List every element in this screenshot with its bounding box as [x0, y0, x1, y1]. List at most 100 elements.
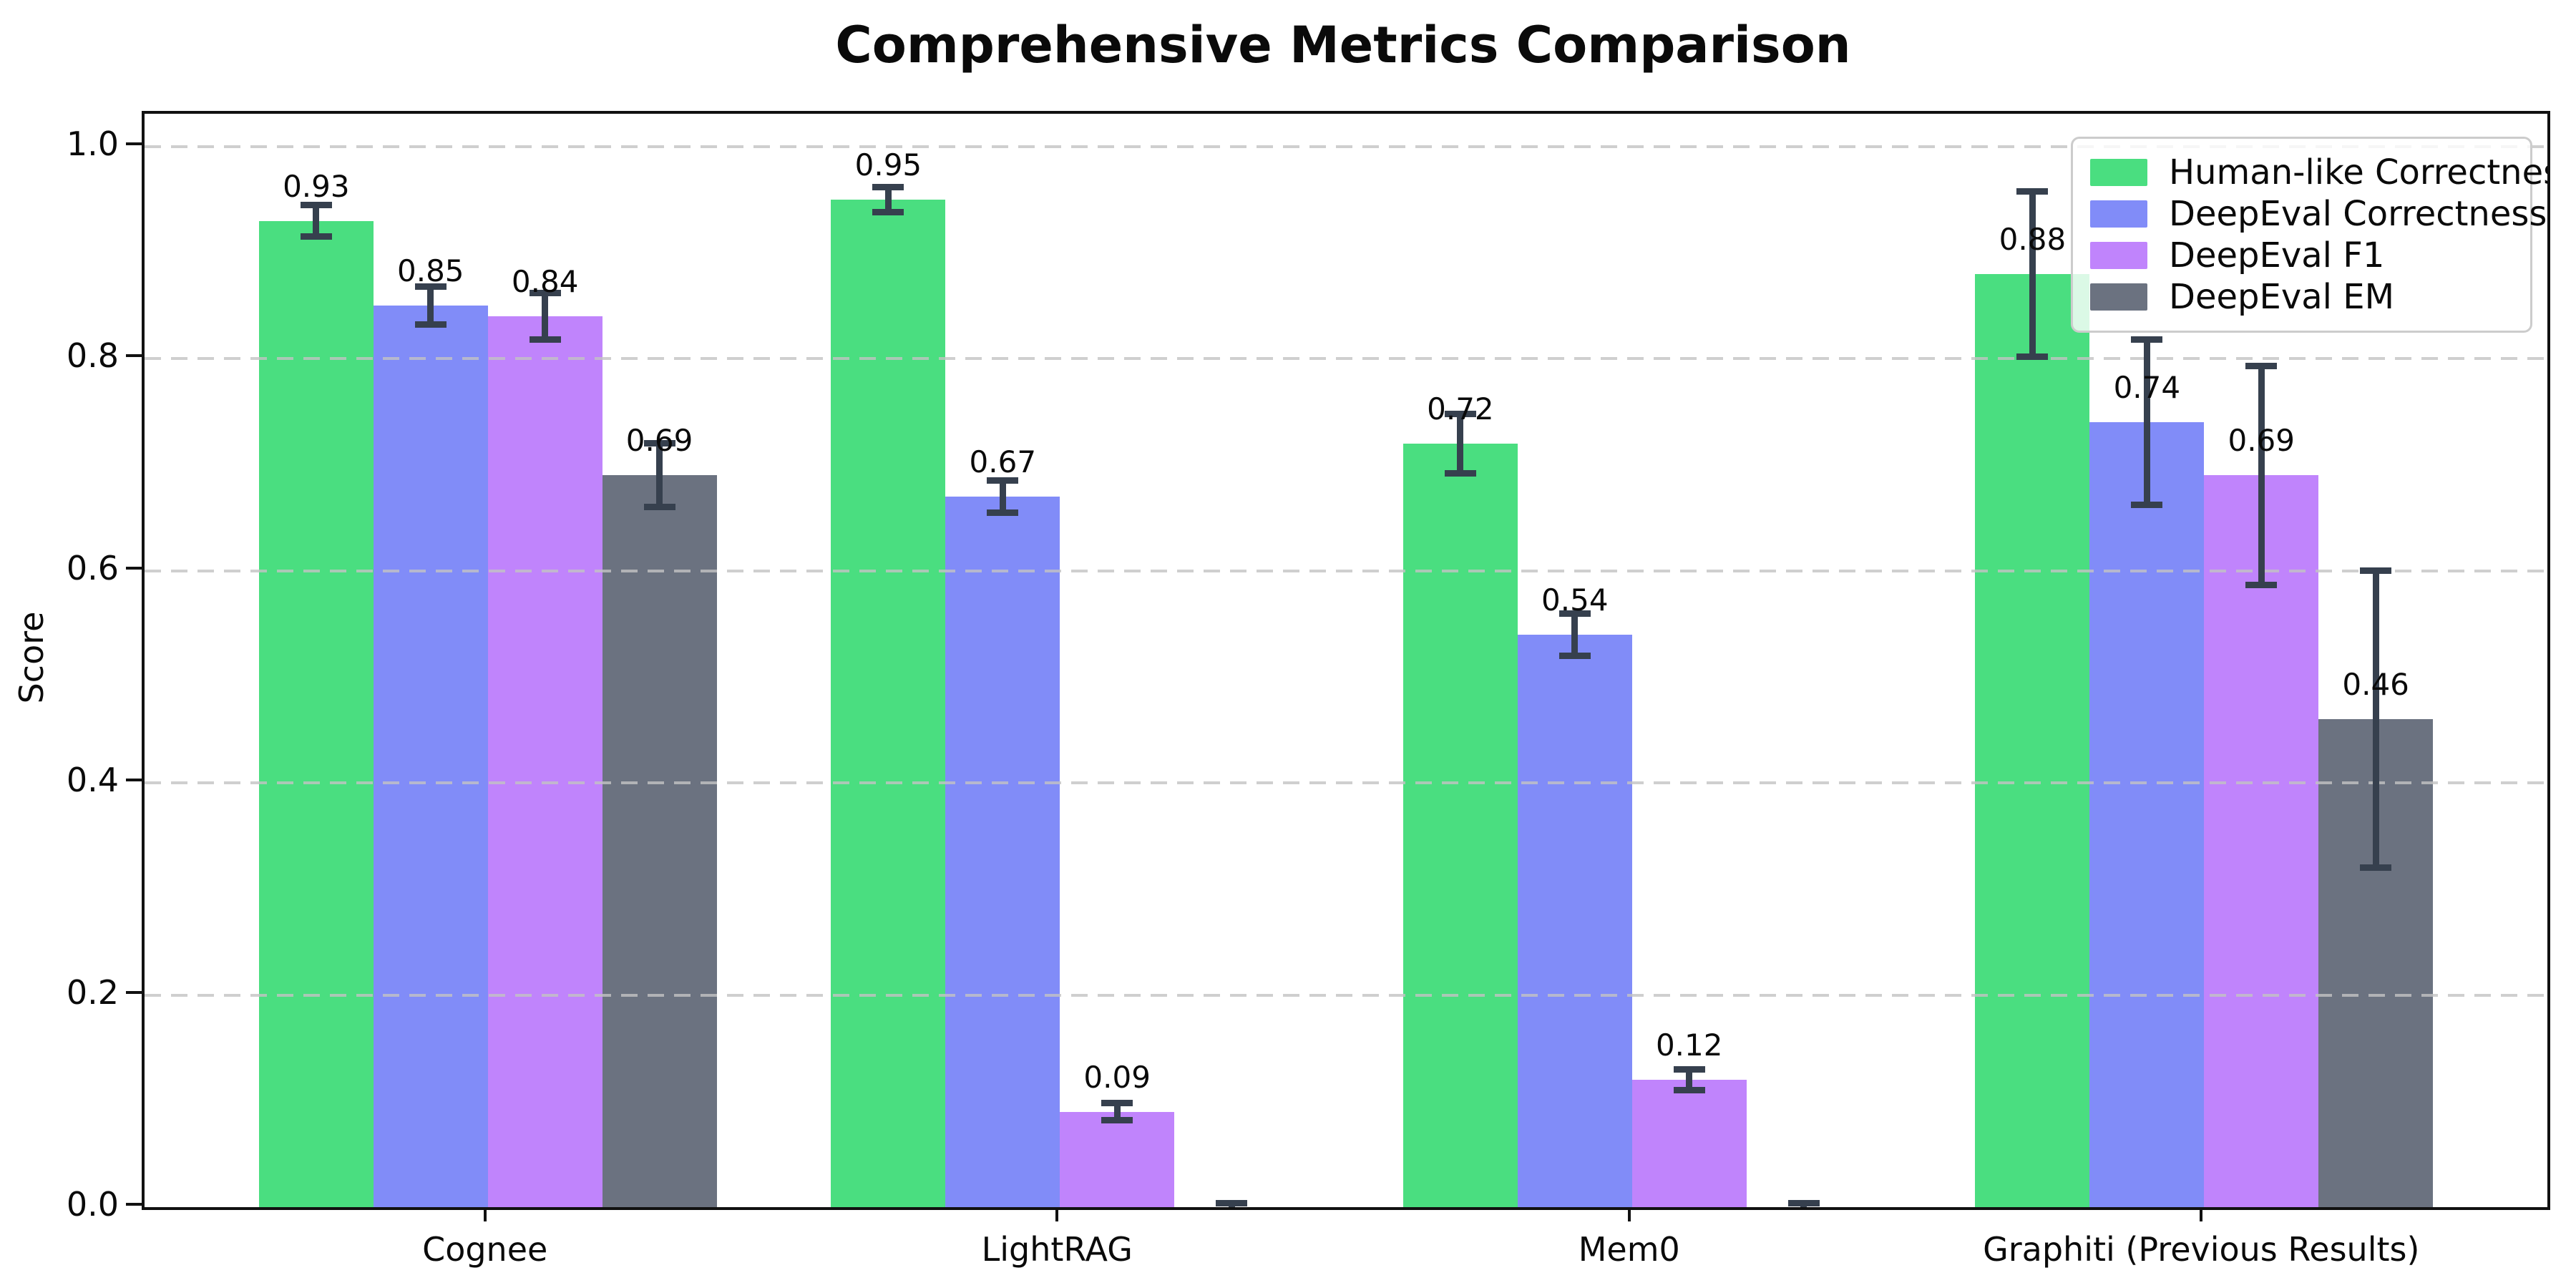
value-label: 0.74	[2113, 370, 2181, 406]
value-label: 0.72	[1427, 391, 1494, 426]
error-bar-line	[1571, 613, 1579, 656]
y-tick-mark	[126, 779, 142, 782]
chart-title: Comprehensive Metrics Comparison	[835, 16, 1851, 74]
error-bar-cap	[529, 336, 561, 343]
error-bar-cap	[1558, 652, 1591, 659]
gridline	[145, 993, 2547, 997]
bar	[373, 306, 488, 1207]
error-bar-line	[1686, 1069, 1693, 1091]
error-bar-cap	[2131, 336, 2163, 343]
error-bar-cap	[1558, 610, 1591, 617]
legend-label: DeepEval EM	[2169, 277, 2394, 317]
error-bar-cap	[300, 201, 332, 208]
error-bar-line	[656, 443, 663, 507]
bar	[258, 220, 374, 1207]
error-bar-cap	[872, 183, 904, 190]
error-bar-cap	[1216, 1208, 1247, 1210]
value-label: 0.46	[2342, 667, 2409, 703]
error-bar-cap	[300, 233, 332, 240]
bar	[945, 497, 1060, 1207]
error-bar-line	[2372, 570, 2379, 868]
error-bar-cap	[2245, 581, 2278, 588]
value-label: 0.88	[1999, 221, 2067, 257]
y-tick-label: 0.8	[66, 336, 119, 376]
error-bar-cap	[1673, 1065, 1705, 1073]
value-label: 0.09	[1083, 1059, 1151, 1095]
value-label: 0.69	[2228, 423, 2295, 459]
gridline	[145, 145, 2547, 148]
legend-label: DeepEval Correctness	[2169, 194, 2547, 234]
y-tick-mark	[126, 1203, 142, 1206]
error-bar-cap	[2245, 363, 2278, 370]
x-tick-mark	[1055, 1207, 1059, 1221]
value-label: 0.67	[969, 444, 1037, 480]
y-tick-mark	[126, 990, 142, 994]
value-label: 0.95	[854, 147, 922, 183]
bar	[1060, 1111, 1175, 1207]
bar	[1631, 1080, 1747, 1207]
x-tick-label: Mem0	[1578, 1230, 1680, 1269]
error-bar-cap	[414, 283, 447, 291]
value-label: 0.54	[1541, 582, 1609, 618]
y-tick-label: 0.4	[66, 761, 119, 800]
y-tick-label: 0.0	[66, 1185, 119, 1224]
error-bar-cap	[2360, 864, 2392, 872]
error-bar-cap	[1788, 1208, 1820, 1210]
error-bar-cap	[643, 440, 675, 447]
grid-layer	[145, 114, 2547, 1207]
legend-swatch	[2090, 159, 2147, 186]
y-tick-mark	[126, 354, 142, 358]
bar	[1975, 273, 2090, 1207]
legend-row: Human-like Correctness	[2090, 152, 2547, 193]
error-bar-cap	[872, 209, 904, 216]
gridline	[145, 357, 2547, 361]
value-label: 0.69	[625, 423, 693, 459]
bars-layer	[145, 114, 2547, 1207]
x-tick-label: Cognee	[422, 1230, 548, 1269]
error-bar-line	[542, 293, 549, 340]
x-tick-label: LightRAG	[981, 1230, 1133, 1269]
bar	[2204, 475, 2319, 1207]
error-bar-cap	[1216, 1199, 1248, 1206]
error-bar-cap	[987, 509, 1019, 516]
legend-swatch	[2090, 242, 2147, 269]
gridline	[145, 781, 2547, 785]
error-bar-line	[427, 286, 434, 325]
error-bar-cap	[1787, 1199, 1820, 1206]
legend-label: Human-like Correctness	[2169, 152, 2550, 192]
y-tick-label: 0.2	[66, 972, 119, 1012]
error-bar-cap	[2131, 502, 2163, 509]
legend-swatch	[2090, 283, 2147, 311]
x-tick-mark	[1627, 1207, 1631, 1221]
value-labels-layer: 0.93 0.95 0.72 0.88 0.85 0.67 0.54 0.74 0.84 0.09…	[145, 114, 2547, 1207]
legend-row: DeepEval Correctness	[2090, 193, 2547, 235]
legend: Human-like Correctness DeepEval Correctne…	[2071, 137, 2547, 333]
error-bar-cap	[1673, 1087, 1705, 1094]
value-label: 0.84	[511, 264, 579, 300]
plot-area: 0.93 0.95 0.72 0.88 0.85 0.67 0.54 0.74 0.84 0.09…	[142, 111, 2550, 1210]
legend-row: DeepEval EM	[2090, 276, 2513, 318]
error-bar-line	[884, 187, 892, 213]
error-bar-cap	[2016, 353, 2049, 360]
error-bar-line	[313, 205, 320, 237]
error-bar-cap	[2016, 187, 2049, 195]
value-label: 0.12	[1655, 1028, 1723, 1063]
bar	[487, 316, 602, 1207]
value-label: 0.85	[396, 253, 464, 289]
y-tick-label: 0.6	[66, 548, 119, 587]
y-tick-mark	[126, 566, 142, 570]
error-bar-cap	[2360, 567, 2392, 575]
error-bar-cap	[1101, 1100, 1133, 1107]
bar	[1517, 634, 1632, 1207]
error-bar-cap	[987, 477, 1019, 484]
x-tick-label: Graphiti (Previous Results)	[1983, 1230, 2420, 1269]
x-tick-mark	[2200, 1207, 2203, 1221]
error-bar-line	[2029, 191, 2036, 357]
error-bar-cap	[643, 504, 675, 511]
bar	[602, 475, 717, 1207]
value-label: 0.93	[283, 168, 350, 204]
gridline	[145, 569, 2547, 572]
error-bar-cap	[1444, 469, 1476, 477]
error-bar-line	[1457, 414, 1464, 474]
